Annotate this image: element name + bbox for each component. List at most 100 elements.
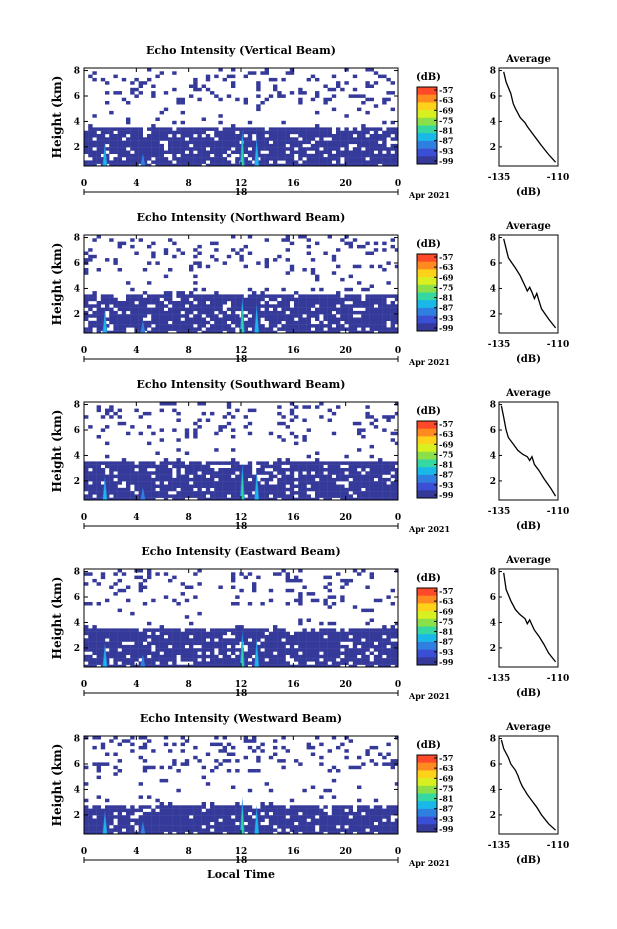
heatmap-cell <box>117 301 122 305</box>
heatmap-cell <box>378 635 383 639</box>
heatmap-cell <box>352 648 358 652</box>
heatmap-cell <box>172 631 177 636</box>
heatmap-cell <box>184 808 190 813</box>
heatmap-cell <box>201 464 206 469</box>
heatmap-cell <box>96 477 101 482</box>
heatmap-cell <box>231 127 236 131</box>
heatmap-cell <box>180 762 185 766</box>
heatmap-cell <box>126 101 131 105</box>
heatmap-cell <box>361 808 366 813</box>
heatmap-cell <box>302 641 307 646</box>
heatmap-cell <box>117 314 122 318</box>
heatmap-cell <box>294 137 299 141</box>
heatmap-cell <box>92 468 97 472</box>
heatmap-cell <box>344 327 349 331</box>
heatmap-cell <box>172 137 177 141</box>
heatmap-cell <box>289 408 295 413</box>
heatmap-cell <box>319 474 324 479</box>
heatmap-cell <box>239 631 244 636</box>
heatmap-cell <box>180 487 185 492</box>
heatmap-cell <box>378 468 383 472</box>
heatmap-cell <box>394 477 398 482</box>
heatmap-cell <box>130 477 135 482</box>
heatmap-cell <box>218 304 223 308</box>
heatmap-cell <box>205 808 211 813</box>
heatmap-cell <box>281 134 286 138</box>
heatmap-cell <box>323 157 328 161</box>
heatmap-cell <box>294 484 299 488</box>
heatmap-cell <box>84 782 89 786</box>
heatmap-cell <box>172 641 177 646</box>
heatmap-cell <box>168 160 173 164</box>
heatmap-cell <box>361 494 366 498</box>
heatmap-cell <box>369 808 374 813</box>
heatmap-cell <box>352 327 358 331</box>
heatmap-cell <box>113 464 118 469</box>
heatmap-cell <box>344 638 349 642</box>
heatmap-cell <box>268 588 274 593</box>
heatmap-cell <box>151 294 156 298</box>
heatmap-cell <box>260 153 265 158</box>
heatmap-cell <box>365 160 370 164</box>
heatmap-cell <box>142 307 148 312</box>
heatmap-cell <box>113 310 118 315</box>
heatmap-cell <box>327 575 332 580</box>
heatmap-cell <box>231 150 236 154</box>
heatmap-cell <box>226 815 232 819</box>
heatmap-cell <box>302 330 307 333</box>
heatmap-cell <box>222 163 227 166</box>
heatmap-cell <box>357 428 362 432</box>
heatmap-cell <box>394 759 398 763</box>
heatmap-cell <box>319 818 324 822</box>
heatmap-cell <box>214 94 219 98</box>
heatmap-cell <box>306 163 311 166</box>
heatmap-cell <box>264 825 269 829</box>
heatmap-cell <box>189 811 194 816</box>
heatmap-cell <box>243 825 248 829</box>
heatmap-cell <box>88 327 93 331</box>
heatmap-cell <box>222 628 227 632</box>
heatmap-cell <box>352 644 358 649</box>
heatmap-cell <box>226 742 232 747</box>
heatmap-cell <box>340 137 345 141</box>
heatmap-cell <box>138 471 143 475</box>
heatmap-cell <box>92 491 97 495</box>
heatmap-cell <box>189 307 194 312</box>
heatmap-cell <box>105 258 110 262</box>
heatmap-cell <box>138 468 143 472</box>
heatmap-cell <box>226 314 232 318</box>
heatmap-cell <box>193 254 198 259</box>
heatmap-cell <box>130 137 135 141</box>
heatmap-cell <box>344 114 349 118</box>
heatmap-cell <box>298 317 303 321</box>
heatmap-cell <box>134 654 139 659</box>
heatmap-cell <box>315 831 320 834</box>
heatmap-cell <box>176 418 181 422</box>
heatmap-cell <box>319 828 324 832</box>
colorbar-tick-label: -63 <box>439 429 454 439</box>
heatmap-cell <box>302 788 307 793</box>
heatmap-cell <box>378 831 383 834</box>
heatmap-cell <box>243 150 248 154</box>
heatmap-cell <box>134 808 139 813</box>
heatmap-cell <box>315 661 320 665</box>
y-tick-label: 4 <box>74 618 80 628</box>
heatmap-cell <box>130 825 135 829</box>
heatmap-cell <box>298 621 303 626</box>
heatmap-cell <box>210 802 215 806</box>
heatmap-cell <box>340 484 345 488</box>
heatmap-cell <box>285 811 290 816</box>
heatmap-cell <box>331 134 337 138</box>
heatmap <box>84 402 398 500</box>
heatmap-cell <box>394 431 398 436</box>
heatmap-cell <box>247 808 253 813</box>
heatmap-cell <box>84 494 89 498</box>
heatmap-cell <box>126 140 131 145</box>
heatmap-cell <box>222 654 227 659</box>
heatmap-cell <box>373 825 379 829</box>
heatmap-cell <box>264 130 269 135</box>
heatmap-cell <box>252 585 257 589</box>
heatmap-cell <box>302 831 307 834</box>
heatmap-cell <box>361 143 366 148</box>
